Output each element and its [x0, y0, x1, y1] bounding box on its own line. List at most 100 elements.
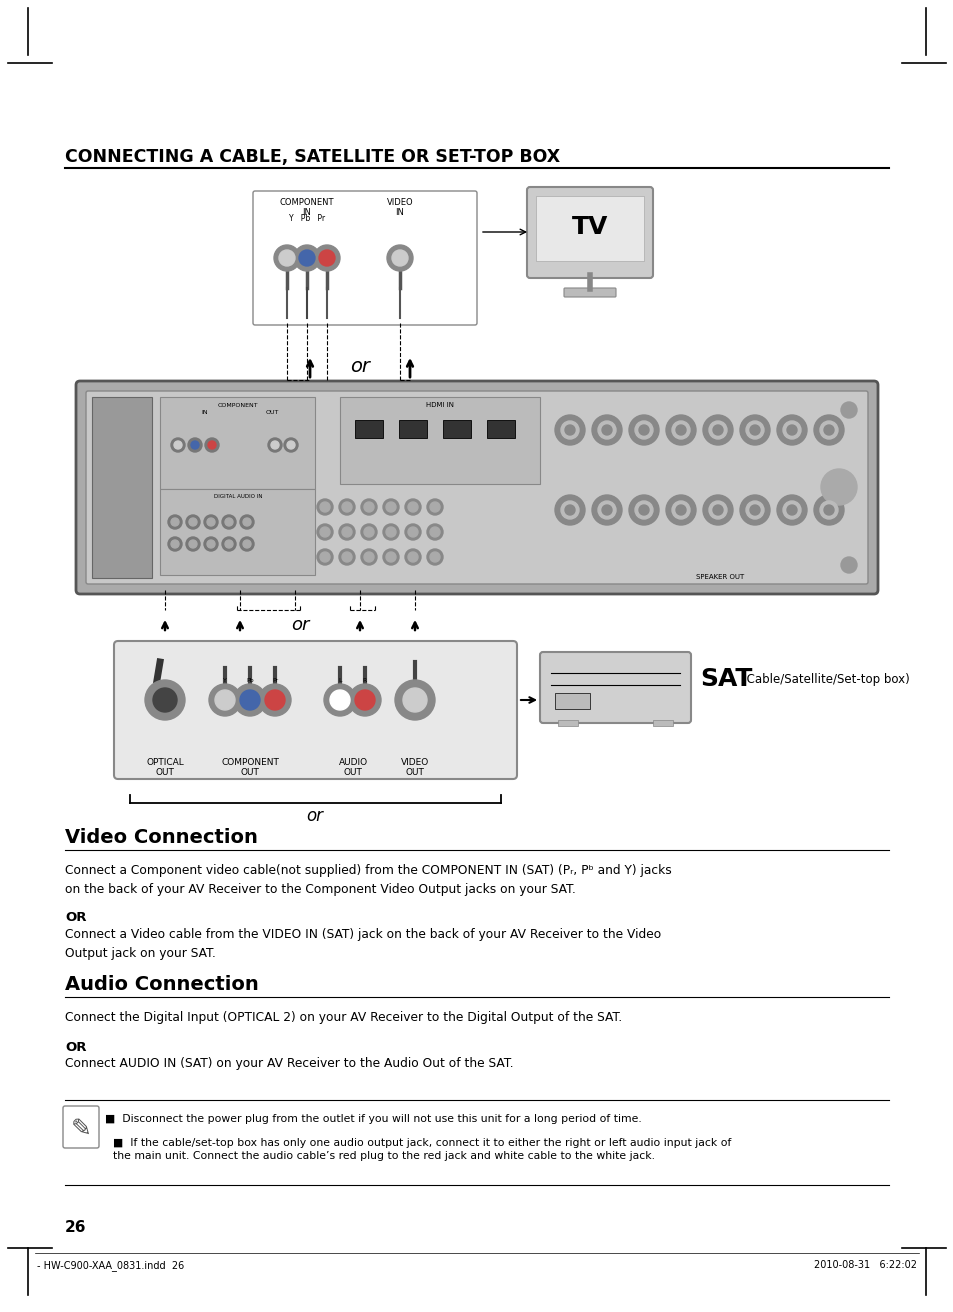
Circle shape	[708, 421, 726, 440]
FancyBboxPatch shape	[536, 195, 643, 261]
Text: OR: OR	[65, 911, 87, 924]
Circle shape	[382, 523, 398, 541]
Circle shape	[191, 441, 199, 449]
Circle shape	[560, 501, 578, 520]
Circle shape	[382, 548, 398, 565]
FancyBboxPatch shape	[558, 720, 578, 726]
Circle shape	[189, 541, 196, 548]
FancyBboxPatch shape	[442, 420, 471, 438]
Circle shape	[821, 468, 856, 505]
Text: ✎: ✎	[71, 1117, 91, 1141]
Circle shape	[601, 425, 612, 436]
Circle shape	[430, 502, 439, 512]
Circle shape	[240, 537, 253, 551]
Text: or: or	[291, 617, 309, 634]
Circle shape	[676, 505, 685, 516]
Circle shape	[355, 690, 375, 710]
Text: - HW-C900-XAA_0831.indd  26: - HW-C900-XAA_0831.indd 26	[37, 1260, 184, 1271]
Text: ■  If the cable/set-top box has only one audio output jack, connect it to either: ■ If the cable/set-top box has only one …	[112, 1138, 731, 1161]
Circle shape	[360, 548, 376, 565]
Circle shape	[430, 527, 439, 537]
FancyBboxPatch shape	[355, 420, 382, 438]
Circle shape	[387, 245, 413, 272]
Text: Connect a Component video cable(not supplied) from the COMPONENT IN (SAT) (Pᵣ, P: Connect a Component video cable(not supp…	[65, 865, 671, 896]
Circle shape	[712, 505, 722, 516]
Circle shape	[386, 527, 395, 537]
Circle shape	[665, 415, 696, 445]
Circle shape	[427, 548, 442, 565]
Text: Video Connection: Video Connection	[65, 828, 257, 848]
Circle shape	[207, 518, 214, 526]
Circle shape	[676, 425, 685, 436]
Circle shape	[222, 537, 235, 551]
Text: Connect a Video cable from the VIDEO IN (SAT) jack on the back of your AV Receiv: Connect a Video cable from the VIDEO IN …	[65, 928, 660, 959]
Circle shape	[204, 516, 218, 529]
Circle shape	[97, 558, 112, 573]
Text: or: or	[306, 807, 323, 825]
Text: ■  Disconnect the power plug from the outlet if you will not use this unit for a: ■ Disconnect the power plug from the out…	[105, 1114, 641, 1124]
FancyBboxPatch shape	[253, 192, 476, 325]
FancyBboxPatch shape	[160, 489, 314, 575]
Text: OUT: OUT	[155, 768, 174, 777]
Circle shape	[145, 680, 185, 720]
FancyBboxPatch shape	[555, 693, 589, 708]
Circle shape	[171, 518, 179, 526]
Circle shape	[628, 495, 659, 525]
Circle shape	[408, 527, 417, 537]
Circle shape	[316, 523, 333, 541]
Circle shape	[427, 499, 442, 516]
Text: SAT: SAT	[700, 666, 752, 691]
Circle shape	[268, 438, 282, 453]
Text: IN: IN	[201, 409, 208, 415]
Text: HDMI IN: HDMI IN	[426, 401, 454, 408]
Circle shape	[745, 421, 763, 440]
Circle shape	[395, 680, 435, 720]
Circle shape	[601, 505, 612, 516]
Circle shape	[243, 541, 251, 548]
Text: OPTICAL: OPTICAL	[146, 758, 184, 768]
Text: Y   Pb   Pr: Y Pb Pr	[289, 214, 325, 223]
FancyBboxPatch shape	[526, 188, 652, 278]
Circle shape	[635, 421, 652, 440]
Circle shape	[338, 523, 355, 541]
Circle shape	[408, 502, 417, 512]
Circle shape	[240, 516, 253, 529]
Circle shape	[639, 425, 648, 436]
Circle shape	[324, 684, 355, 716]
Circle shape	[813, 495, 843, 525]
Text: or: or	[350, 357, 370, 377]
Circle shape	[294, 245, 319, 272]
Circle shape	[823, 505, 833, 516]
Circle shape	[598, 421, 616, 440]
Text: CONNECTING A CABLE, SATELLITE OR SET-TOP BOX: CONNECTING A CABLE, SATELLITE OR SET-TOP…	[65, 148, 559, 167]
Circle shape	[314, 245, 339, 272]
Text: OUT: OUT	[265, 409, 278, 415]
Circle shape	[284, 438, 297, 453]
Text: VIDEO
IN: VIDEO IN	[386, 198, 413, 218]
Circle shape	[560, 421, 578, 440]
Text: Connect AUDIO IN (SAT) on your AV Receiver to the Audio Out of the SAT.: Connect AUDIO IN (SAT) on your AV Receiv…	[65, 1057, 513, 1071]
FancyBboxPatch shape	[113, 642, 517, 779]
Circle shape	[782, 501, 801, 520]
Circle shape	[360, 523, 376, 541]
Text: Pb: Pb	[246, 678, 253, 684]
Text: COMPONENT: COMPONENT	[217, 403, 258, 408]
Circle shape	[186, 537, 200, 551]
Circle shape	[555, 415, 584, 445]
Circle shape	[364, 552, 374, 562]
Circle shape	[592, 415, 621, 445]
Circle shape	[287, 441, 294, 449]
Circle shape	[786, 505, 796, 516]
Circle shape	[740, 495, 769, 525]
Circle shape	[271, 441, 278, 449]
Circle shape	[319, 502, 330, 512]
Circle shape	[564, 425, 575, 436]
Circle shape	[564, 505, 575, 516]
FancyBboxPatch shape	[339, 398, 539, 484]
Text: Connect the Digital Input (OPTICAL 2) on your AV Receiver to the Digital Output : Connect the Digital Input (OPTICAL 2) on…	[65, 1012, 621, 1023]
Text: OUT: OUT	[405, 768, 424, 777]
Circle shape	[214, 690, 234, 710]
Text: 26: 26	[65, 1220, 87, 1235]
FancyBboxPatch shape	[652, 720, 672, 726]
Circle shape	[749, 505, 760, 516]
